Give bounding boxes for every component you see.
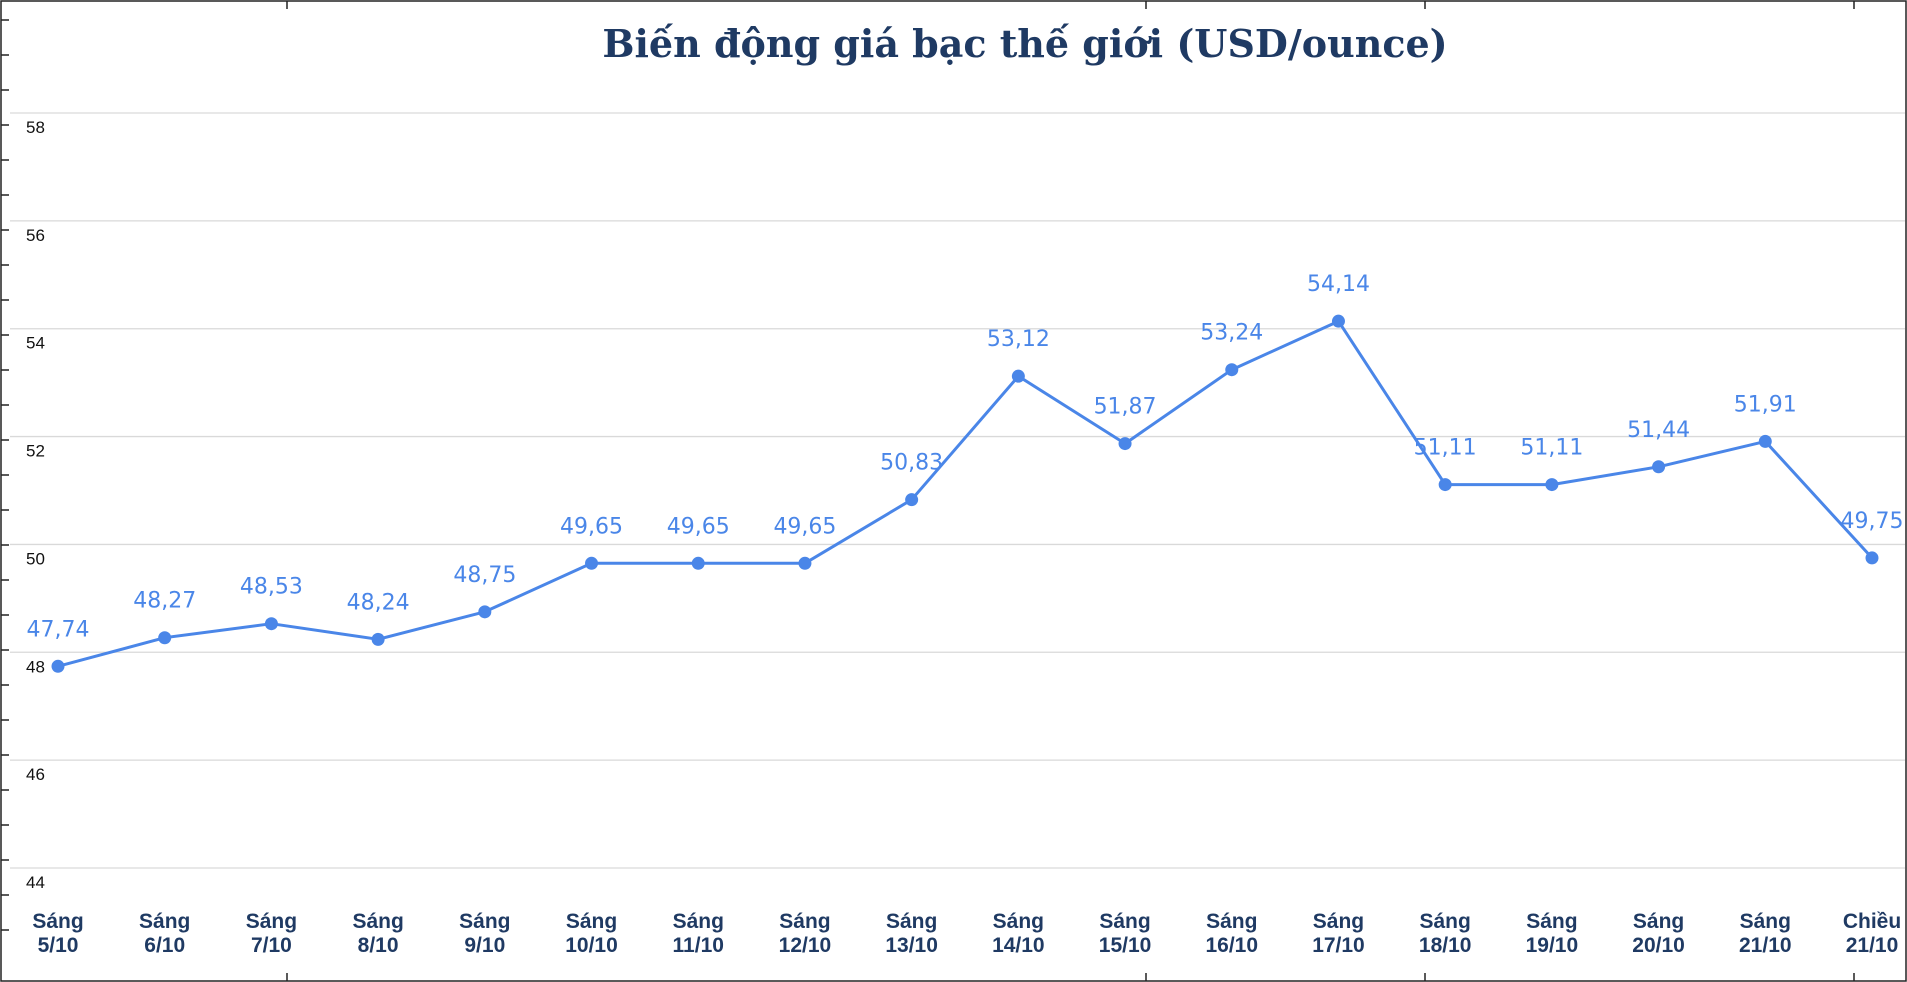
data-label: 54,14 (1307, 272, 1370, 297)
data-point (371, 632, 385, 646)
data-label: 48,27 (133, 589, 196, 614)
gridlines (10, 112, 1905, 869)
y-tick-label: 58 (26, 118, 45, 137)
x-tick-label: Chiều 21/10 (1843, 910, 1901, 957)
data-label: 51,87 (1094, 395, 1157, 420)
data-point (1225, 363, 1239, 377)
data-label: 49,65 (560, 514, 623, 539)
data-label: 53,24 (1200, 321, 1263, 346)
x-tick-label: Sáng 9/10 (459, 910, 510, 957)
x-tick-label: Sáng 15/10 (1099, 910, 1152, 957)
y-tick-label: 50 (26, 549, 45, 568)
x-tick-label: Sáng 14/10 (992, 910, 1045, 957)
y-tick-label: 52 (26, 442, 45, 461)
x-tick-label: Sáng 12/10 (779, 910, 832, 957)
data-label: 47,74 (27, 617, 90, 642)
data-label: 49,65 (773, 514, 836, 539)
x-tick-label: Sáng 21/10 (1739, 910, 1792, 957)
y-tick-label: 46 (26, 765, 45, 784)
data-point (1011, 369, 1025, 383)
x-tick-label: Sáng 13/10 (885, 910, 938, 957)
x-tick-label: Sáng 11/10 (673, 910, 724, 957)
series-line-group (57, 319, 1874, 668)
chart-title: Biến động giá bạc thế giới (USD/ounce) (602, 21, 1447, 66)
y-tick-label: 48 (26, 657, 45, 676)
y-tick-label: 54 (26, 334, 45, 353)
x-axis-ticks: Sáng 5/10 Sáng 6/10 Sáng 7/10 Sáng 8/10 Sáng 9/10… (32, 910, 1901, 957)
data-point (1118, 437, 1132, 451)
x-tick-label: Sáng 8/10 (352, 910, 403, 957)
y-axis-ticks: 44 46 48 50 52 54 56 58 (26, 118, 45, 892)
data-point (691, 556, 705, 570)
data-label: 48,24 (347, 590, 410, 615)
data-point (264, 617, 278, 631)
data-label: 53,12 (987, 327, 1050, 352)
data-point (1865, 551, 1879, 565)
x-tick-label: Sáng 17/10 (1312, 910, 1365, 957)
data-point (1758, 434, 1772, 448)
series-line (57, 319, 1874, 668)
y-tick-label: 44 (26, 873, 45, 892)
data-label: 51,11 (1414, 436, 1477, 461)
data-point (905, 493, 919, 507)
data-points (51, 314, 1879, 673)
data-label: 48,75 (453, 563, 516, 588)
data-label: 50,83 (880, 451, 943, 476)
x-tick-label: Sáng 20/10 (1632, 910, 1685, 957)
data-label: 49,65 (667, 514, 730, 539)
data-point (158, 631, 172, 645)
data-label: 51,11 (1520, 436, 1583, 461)
x-tick-label: Sáng 18/10 (1419, 910, 1472, 957)
data-point (1331, 314, 1345, 328)
data-point (51, 659, 65, 673)
x-tick-label: Sáng 6/10 (139, 910, 190, 957)
data-label: 49,75 (1841, 509, 1904, 534)
data-label: 51,44 (1627, 418, 1690, 443)
data-label: 51,91 (1734, 392, 1797, 417)
data-point (1652, 460, 1666, 474)
x-tick-label: Sáng 19/10 (1526, 910, 1579, 957)
x-tick-label: Sáng 16/10 (1205, 910, 1258, 957)
data-point (478, 605, 492, 619)
x-tick-label: Sáng 7/10 (246, 910, 297, 957)
data-point (1545, 478, 1559, 492)
data-label: 48,53 (240, 575, 303, 600)
x-tick-label: Sáng 10/10 (565, 910, 618, 957)
data-point (1438, 478, 1452, 492)
y-tick-label: 56 (26, 226, 45, 245)
data-point (585, 556, 599, 570)
data-point (798, 556, 812, 570)
x-tick-label: Sáng 5/10 (32, 910, 83, 957)
data-labels: 47,74 48,27 48,53 48,24 48,75 49,65 49,65 49,65… (27, 272, 1904, 642)
